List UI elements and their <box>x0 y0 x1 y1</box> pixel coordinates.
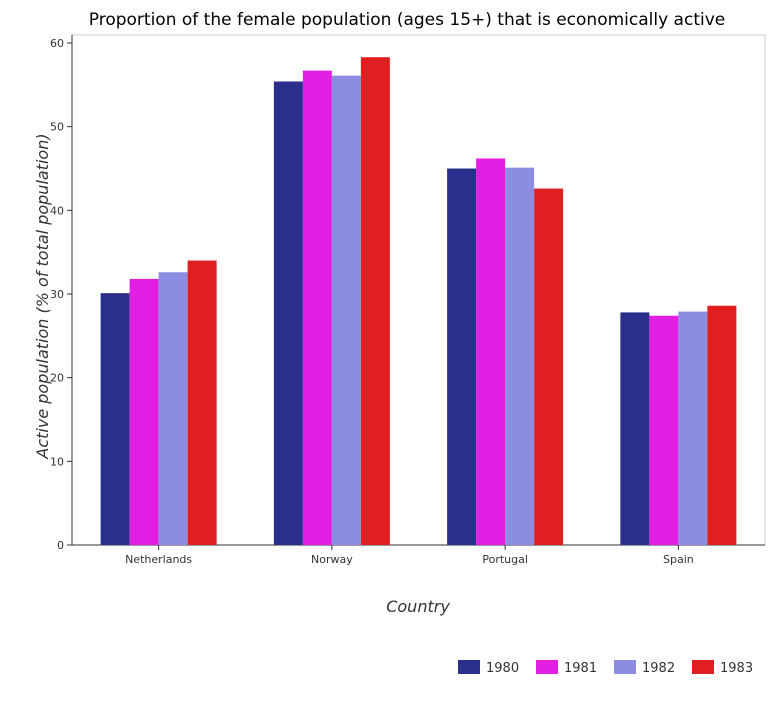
bar-1982-portugal <box>505 167 535 545</box>
bar-1980-spain <box>620 312 650 545</box>
bar-1981-portugal <box>476 158 506 545</box>
bar-1981-netherlands <box>129 278 159 545</box>
legend-label-1980: 1980 <box>486 661 519 676</box>
x-axis-label: Country <box>386 597 450 616</box>
bar-1981-norway <box>302 70 332 546</box>
bar-1983-norway <box>360 57 390 546</box>
y-tick-label: 0 <box>57 539 64 552</box>
legend-swatch-1983 <box>692 660 714 674</box>
bar-1980-norway <box>273 81 303 545</box>
legend-swatch-1981 <box>536 660 558 674</box>
y-tick-label: 50 <box>50 121 64 134</box>
legend-swatch-1982 <box>614 660 636 674</box>
y-tick-label: 40 <box>50 204 64 217</box>
y-tick-label: 60 <box>50 37 64 50</box>
bar-1983-netherlands <box>187 260 217 545</box>
legend-label-1982: 1982 <box>642 661 675 676</box>
chart-title: Proportion of the female population (age… <box>89 10 725 30</box>
bar-1983-spain <box>707 305 737 545</box>
legend-label-1981: 1981 <box>564 661 597 676</box>
bar-1982-norway <box>331 75 361 545</box>
legend: 1980 1981 1982 1983 <box>458 660 753 676</box>
plot-area: 0 10 20 30 40 50 60 Netherlands Norway Portugal Sp… <box>50 34 766 566</box>
x-tick-label-spain: Spain <box>663 553 694 566</box>
bar-1982-netherlands <box>158 272 188 545</box>
legend-swatch-1980 <box>458 660 480 674</box>
bar-1980-portugal <box>447 168 477 545</box>
y-tick-label: 30 <box>50 288 64 301</box>
y-tick-label: 10 <box>50 455 64 468</box>
bar-1981-spain <box>649 315 679 545</box>
bar-1980-netherlands <box>100 293 130 545</box>
y-tick-label: 20 <box>50 372 64 385</box>
y-axis-label: Active population (% of total population… <box>33 133 52 459</box>
legend-label-1983: 1983 <box>720 661 753 676</box>
x-tick-label-norway: Norway <box>311 553 353 566</box>
x-tick-label-netherlands: Netherlands <box>125 553 192 566</box>
bar-1982-spain <box>678 311 708 545</box>
x-tick-label-portugal: Portugal <box>482 553 528 566</box>
bar-1983-portugal <box>534 188 564 545</box>
